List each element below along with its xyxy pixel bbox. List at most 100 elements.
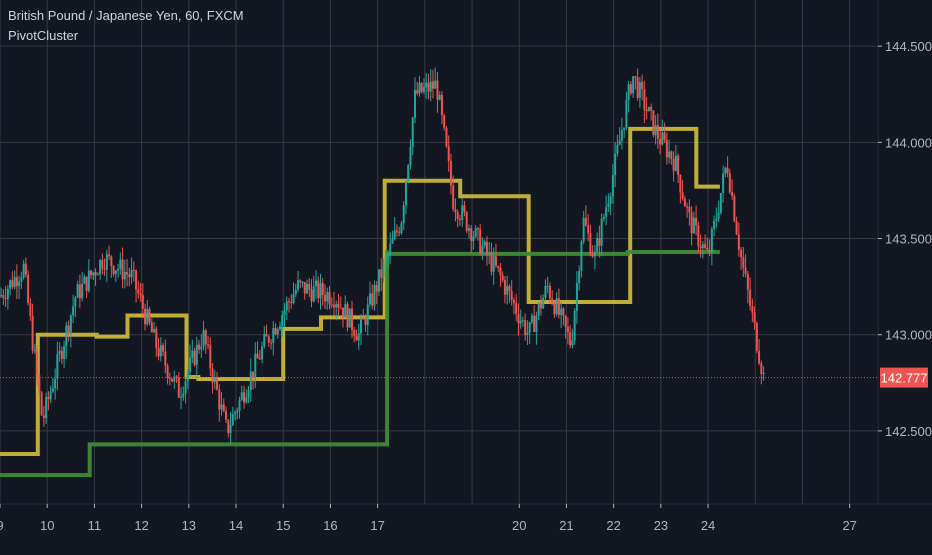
- candle-body: [31, 316, 34, 351]
- candle-body: [530, 315, 533, 323]
- candle-body: [605, 207, 608, 217]
- candle-body: [614, 153, 617, 176]
- candle-body: [636, 77, 639, 98]
- candle-body: [141, 295, 144, 309]
- candle-body: [537, 303, 540, 316]
- candle-body: [710, 229, 713, 253]
- candle-body: [742, 257, 745, 268]
- candle-body: [13, 276, 16, 288]
- candle-body: [312, 286, 315, 302]
- candle-body: [566, 326, 569, 333]
- candle-body: [593, 251, 596, 257]
- candle-body: [231, 414, 234, 426]
- candle-body: [270, 342, 273, 344]
- candle-body: [92, 272, 95, 276]
- candle-body: [474, 228, 477, 237]
- candle-body: [317, 280, 320, 299]
- candle-body: [526, 332, 529, 336]
- candle-body: [427, 82, 430, 92]
- candle-body: [9, 280, 12, 289]
- candle-body: [247, 390, 250, 398]
- candle-body: [180, 396, 183, 398]
- x-tick-label: 14: [229, 518, 243, 533]
- candle-body: [191, 350, 194, 358]
- candle-body: [0, 295, 3, 297]
- candle-body: [528, 322, 531, 333]
- candle-body: [584, 217, 587, 226]
- candle-body: [713, 220, 716, 230]
- candle-body: [200, 346, 203, 350]
- candle-body: [398, 231, 401, 233]
- candle-body: [195, 344, 198, 365]
- candle-body: [274, 327, 277, 335]
- candle-body: [27, 274, 30, 304]
- x-tick-label: 27: [842, 518, 856, 533]
- candle-body: [229, 425, 232, 433]
- candle-body: [117, 268, 120, 271]
- candle-body: [548, 285, 551, 299]
- candle-body: [42, 415, 45, 419]
- candle-body: [690, 212, 693, 234]
- candle-body: [139, 293, 142, 296]
- candle-body: [324, 295, 327, 302]
- candle-body: [728, 173, 731, 193]
- candle-body: [78, 284, 81, 299]
- candle-body: [326, 292, 329, 302]
- candle-body: [659, 138, 662, 145]
- candle-body: [99, 260, 102, 275]
- candle-body: [366, 304, 369, 325]
- candle-body: [126, 272, 129, 275]
- candle-body: [321, 283, 324, 296]
- candle-body: [238, 399, 241, 411]
- candle-body: [494, 256, 497, 266]
- candle-body: [706, 248, 709, 251]
- candle-body: [407, 165, 410, 182]
- green-pivot-line-layer: [0, 250, 720, 478]
- candle-body: [483, 241, 486, 246]
- candle-body: [227, 419, 230, 433]
- candle-body: [416, 90, 419, 94]
- candle-body: [337, 303, 340, 308]
- candle-body: [382, 261, 385, 278]
- candle-body: [339, 307, 342, 309]
- candle-body: [753, 312, 756, 324]
- candle-body: [578, 271, 581, 284]
- candle-body: [375, 285, 378, 292]
- candle-body: [400, 223, 403, 233]
- candle-body: [751, 306, 754, 313]
- candle-body: [96, 274, 99, 276]
- candle-body: [56, 354, 59, 379]
- candle-body: [656, 125, 659, 139]
- candle-body: [283, 310, 286, 316]
- candle-body: [587, 225, 590, 234]
- candle-body: [297, 280, 300, 290]
- candle-body: [596, 238, 599, 252]
- candle-body: [481, 245, 484, 255]
- yellow-pivot-line: [0, 126, 720, 456]
- candle-body: [346, 304, 349, 328]
- candle-body: [393, 230, 396, 239]
- candle-body: [479, 229, 482, 255]
- candle-body: [144, 308, 147, 325]
- candle-body: [168, 377, 171, 379]
- candle-body: [692, 217, 695, 234]
- candle-body: [103, 268, 106, 270]
- candle-body: [661, 132, 664, 145]
- candle-body: [445, 127, 448, 147]
- candle-body: [60, 350, 63, 359]
- y-tick-label: 144.500: [885, 39, 932, 54]
- candle-body: [285, 301, 288, 311]
- candle-body: [189, 357, 192, 373]
- candle-body: [279, 325, 282, 330]
- candle-body: [508, 286, 511, 292]
- candle-body: [699, 246, 702, 249]
- candle-body: [422, 87, 425, 92]
- candle-body: [371, 293, 374, 306]
- candle-body: [539, 303, 542, 309]
- candle-body: [377, 269, 380, 292]
- candle-body: [105, 254, 108, 270]
- candle-body: [85, 276, 88, 291]
- candle-body: [499, 267, 502, 276]
